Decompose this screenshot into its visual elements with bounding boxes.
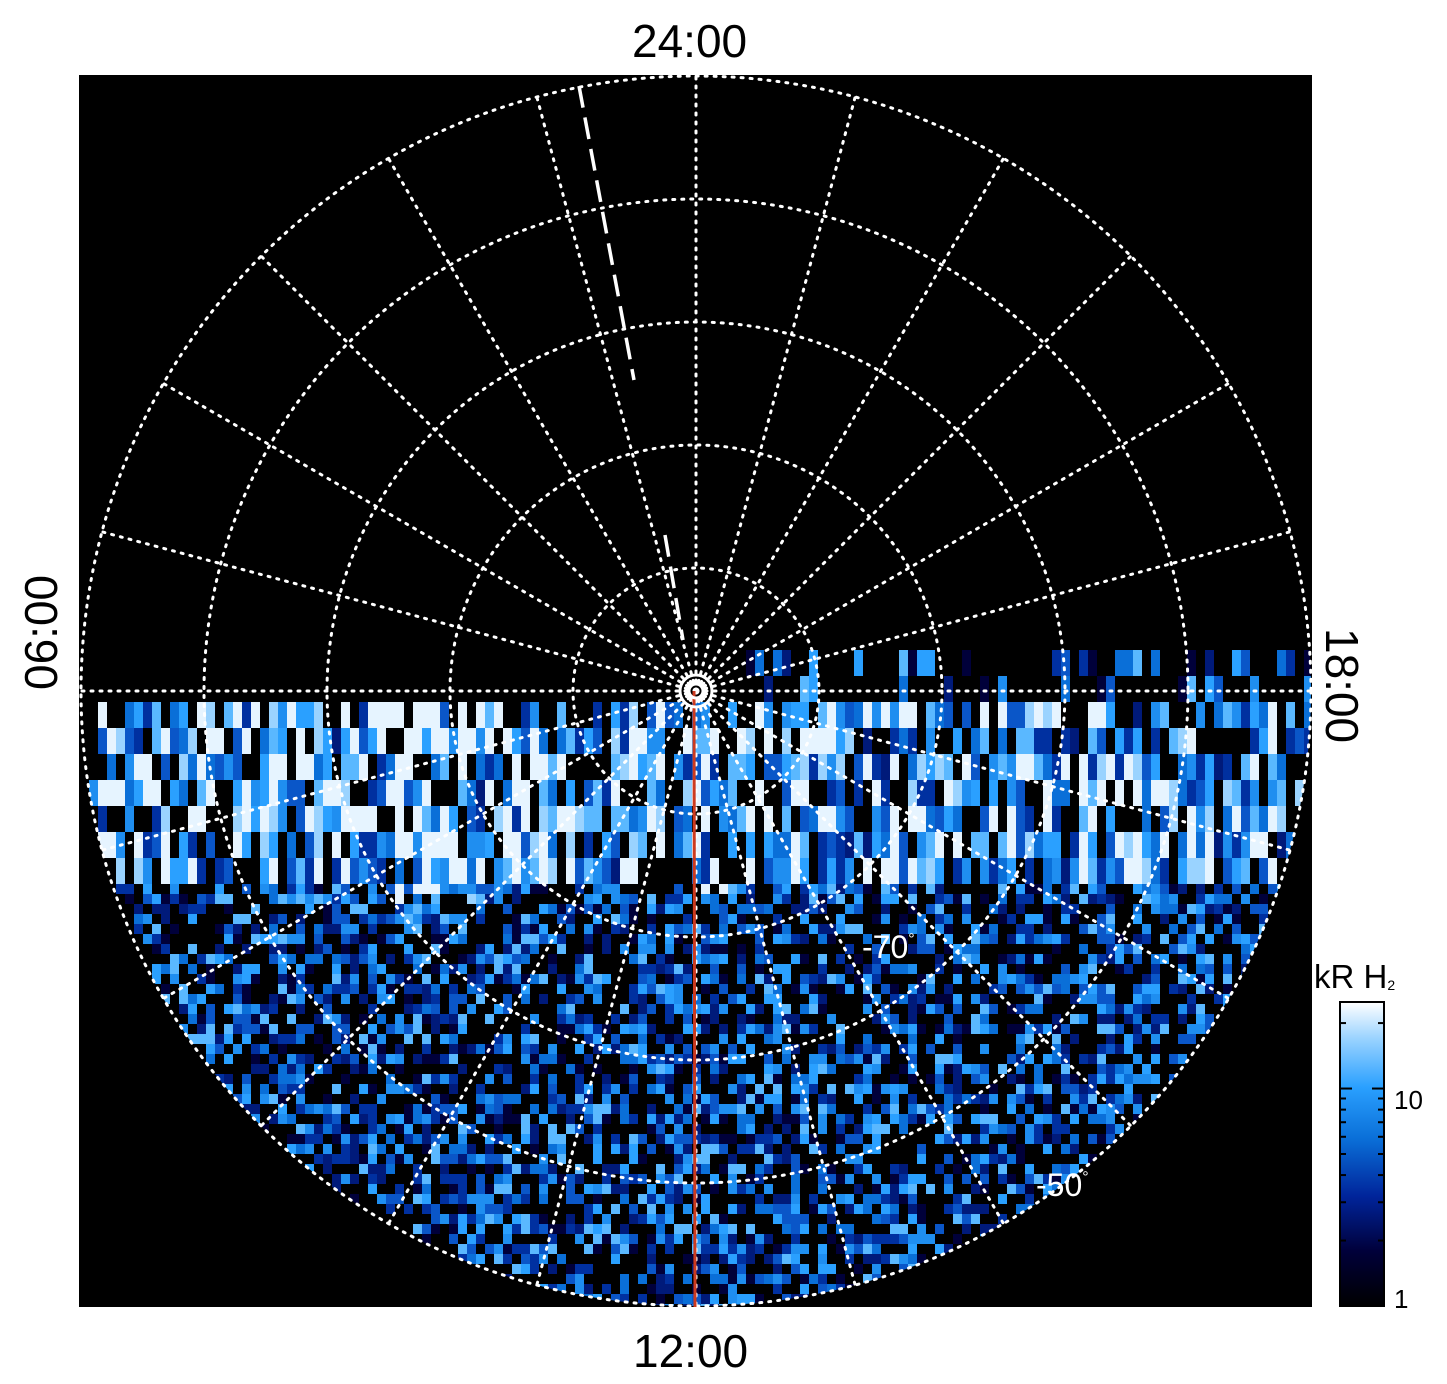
local-time-meridian (535, 689, 698, 1287)
local-time-meridian (259, 689, 698, 1128)
local-time-meridian (694, 689, 1231, 1000)
local-time-meridian (694, 95, 857, 693)
local-time-label-right: 18:00 (1316, 628, 1368, 744)
local-time-meridian (387, 156, 698, 693)
latitude-label-70: -70° (862, 929, 915, 965)
local-time-label-bottom: 12:00 (633, 1325, 749, 1377)
local-time-meridian (100, 689, 698, 852)
local-time-meridian (694, 382, 1231, 693)
local-time-label-left: 06:00 (15, 574, 67, 690)
local-time-meridian (535, 95, 698, 693)
local-time-meridian (694, 254, 1133, 693)
colorbar-tick-label-10: 10 (1394, 1085, 1423, 1115)
colorbar (1339, 1001, 1385, 1307)
noon-meridian-line (692, 690, 697, 1308)
local-time-meridian (694, 156, 1005, 693)
latitude-circle (571, 566, 821, 816)
colorbar-ticks (1340, 1022, 1384, 1242)
local-time-meridian (694, 689, 857, 1287)
local-time-meridian (259, 254, 698, 693)
local-time-meridian (694, 689, 1133, 1128)
pole-marker-inner (687, 682, 705, 700)
local-time-meridian (387, 689, 698, 1226)
colorbar-tick-label-1: 1 (1394, 1284, 1409, 1314)
local-time-meridian (161, 689, 698, 1000)
dashed-track-line (577, 85, 636, 381)
local-time-meridian (694, 530, 1292, 693)
pole-marker-outer (678, 673, 714, 709)
local-time-meridian (694, 689, 1005, 1226)
colorbar-title-subscript: 2 (1387, 977, 1396, 993)
dashed-track-line-lower (663, 534, 685, 641)
local-time-meridian (100, 530, 698, 693)
colorbar-title: kR H2 (1314, 958, 1395, 996)
latitude-label-50: -50° (1036, 1167, 1089, 1203)
local-time-meridian (694, 689, 1292, 852)
local-time-label-top: 24:00 (632, 15, 748, 67)
local-time-meridian (161, 382, 698, 693)
colorbar-title-main: kR H (1314, 958, 1388, 995)
